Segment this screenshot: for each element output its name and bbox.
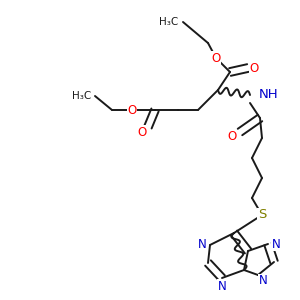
Text: N: N xyxy=(272,238,280,250)
Text: S: S xyxy=(258,208,266,221)
Text: O: O xyxy=(212,52,220,64)
Text: O: O xyxy=(128,103,136,116)
Text: NH: NH xyxy=(259,88,279,101)
Text: O: O xyxy=(249,61,259,74)
Text: H₃C: H₃C xyxy=(159,17,178,27)
Text: N: N xyxy=(198,238,206,251)
Text: N: N xyxy=(218,280,226,292)
Text: N: N xyxy=(259,274,267,287)
Text: H₃C: H₃C xyxy=(72,91,91,101)
Text: O: O xyxy=(227,130,237,143)
Text: O: O xyxy=(137,125,147,139)
